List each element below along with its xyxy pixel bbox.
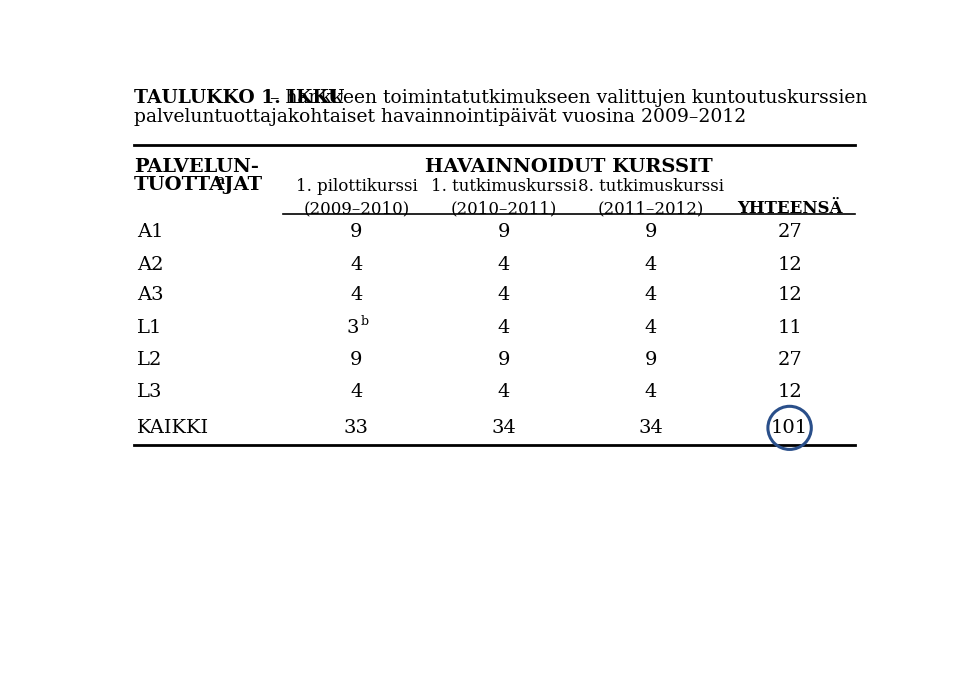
Text: b: b <box>360 315 369 328</box>
Text: L1: L1 <box>137 319 162 337</box>
Text: L2: L2 <box>137 351 162 369</box>
Text: 4: 4 <box>350 286 363 304</box>
Text: L3: L3 <box>137 384 162 401</box>
Text: 4: 4 <box>350 256 363 274</box>
Text: 12: 12 <box>778 384 802 401</box>
Text: 9: 9 <box>644 351 658 369</box>
Text: 101: 101 <box>771 419 808 437</box>
Text: 4: 4 <box>645 384 657 401</box>
Text: 4: 4 <box>645 319 657 337</box>
Text: 1. tutkimuskurssi: 1. tutkimuskurssi <box>431 178 577 195</box>
Text: 8. tutkimuskurssi: 8. tutkimuskurssi <box>578 178 724 195</box>
Text: A3: A3 <box>137 286 163 304</box>
Text: TUOTTAJAT: TUOTTAJAT <box>134 176 263 194</box>
Text: 9: 9 <box>350 223 363 241</box>
Text: 27: 27 <box>778 351 802 369</box>
Text: 3: 3 <box>347 319 359 337</box>
Text: (2011–2012): (2011–2012) <box>598 200 704 217</box>
Text: 4: 4 <box>497 256 510 274</box>
Text: 9: 9 <box>350 351 363 369</box>
Text: 9: 9 <box>497 351 510 369</box>
Text: 1. pilottikurssi: 1. pilottikurssi <box>296 178 418 195</box>
Text: 4: 4 <box>497 384 510 401</box>
Text: 9: 9 <box>497 223 510 241</box>
Text: PALVELUN-: PALVELUN- <box>134 159 259 176</box>
Text: A1: A1 <box>137 223 163 241</box>
Text: – hankkeen toimintatutkimukseen valittujen kuntoutuskurssien: – hankkeen toimintatutkimukseen valittuj… <box>264 89 868 107</box>
Text: (2009–2010): (2009–2010) <box>303 200 410 217</box>
Text: 4: 4 <box>645 256 657 274</box>
Text: 12: 12 <box>778 286 802 304</box>
Text: 27: 27 <box>778 223 802 241</box>
Text: 11: 11 <box>778 319 802 337</box>
Text: 4: 4 <box>497 286 510 304</box>
Text: YHTEENSÄ: YHTEENSÄ <box>737 200 842 217</box>
Text: HAVAINNOIDUT KURSSIT: HAVAINNOIDUT KURSSIT <box>425 159 712 176</box>
Text: 33: 33 <box>344 419 369 437</box>
Text: 34: 34 <box>492 419 516 437</box>
Text: a: a <box>217 174 225 186</box>
Text: 12: 12 <box>778 256 802 274</box>
Text: A2: A2 <box>137 256 163 274</box>
Text: (2010–2011): (2010–2011) <box>450 200 557 217</box>
Text: 4: 4 <box>497 319 510 337</box>
Text: TAULUKKO 1. IKKU: TAULUKKO 1. IKKU <box>134 89 345 107</box>
Text: KAIKKI: KAIKKI <box>137 419 209 437</box>
Text: 4: 4 <box>645 286 657 304</box>
Text: palveluntuottajakohtaiset havainnointipäivät vuosina 2009–2012: palveluntuottajakohtaiset havainnointipä… <box>134 108 746 125</box>
Text: 9: 9 <box>644 223 658 241</box>
Text: 34: 34 <box>638 419 663 437</box>
Text: 4: 4 <box>350 384 363 401</box>
